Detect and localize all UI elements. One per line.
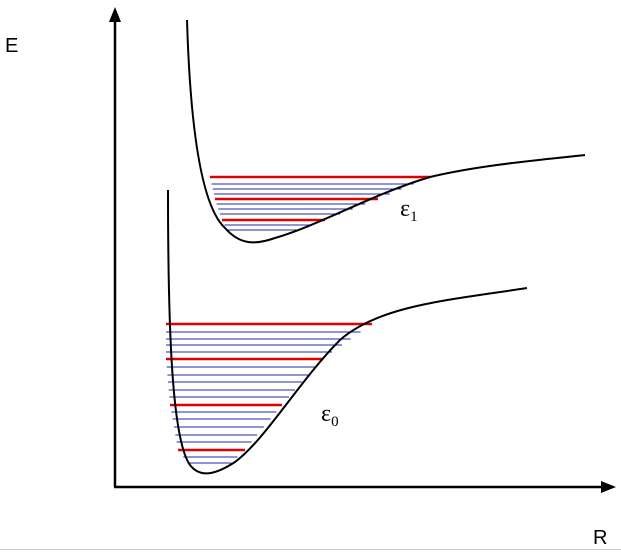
curve-symbol: ε — [321, 401, 331, 427]
levels — [166, 175, 430, 464]
curve-symbol: ε — [400, 196, 410, 222]
upper-curve — [186, 19, 586, 244]
x-axis-label: R — [593, 527, 607, 549]
curve-subscript: 0 — [331, 414, 339, 430]
y-axis-arrow — [109, 7, 121, 22]
lower-curve — [167, 189, 528, 475]
y-axis-label: E — [5, 35, 18, 57]
upper-curve-label: ε1 — [400, 196, 418, 225]
x-axis-arrow — [601, 481, 616, 493]
curve-subscript: 1 — [410, 209, 418, 225]
lower-curve-label: ε0 — [321, 401, 339, 430]
